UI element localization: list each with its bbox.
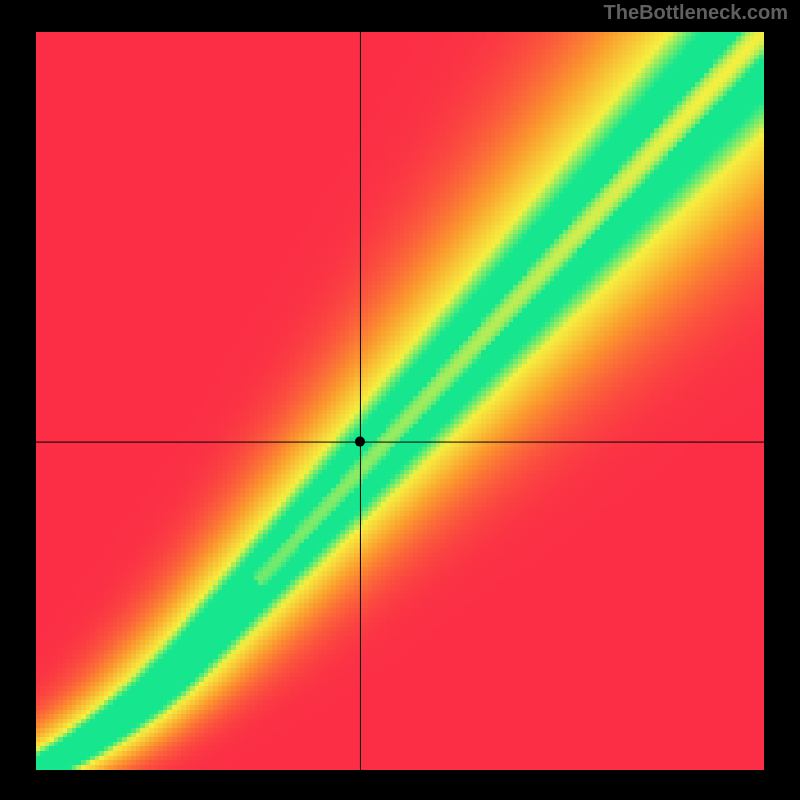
heatmap-canvas [36, 32, 764, 770]
chart-frame: TheBottleneck.com [0, 0, 800, 800]
watermark-text: TheBottleneck.com [604, 2, 788, 25]
plot-area [36, 32, 764, 770]
